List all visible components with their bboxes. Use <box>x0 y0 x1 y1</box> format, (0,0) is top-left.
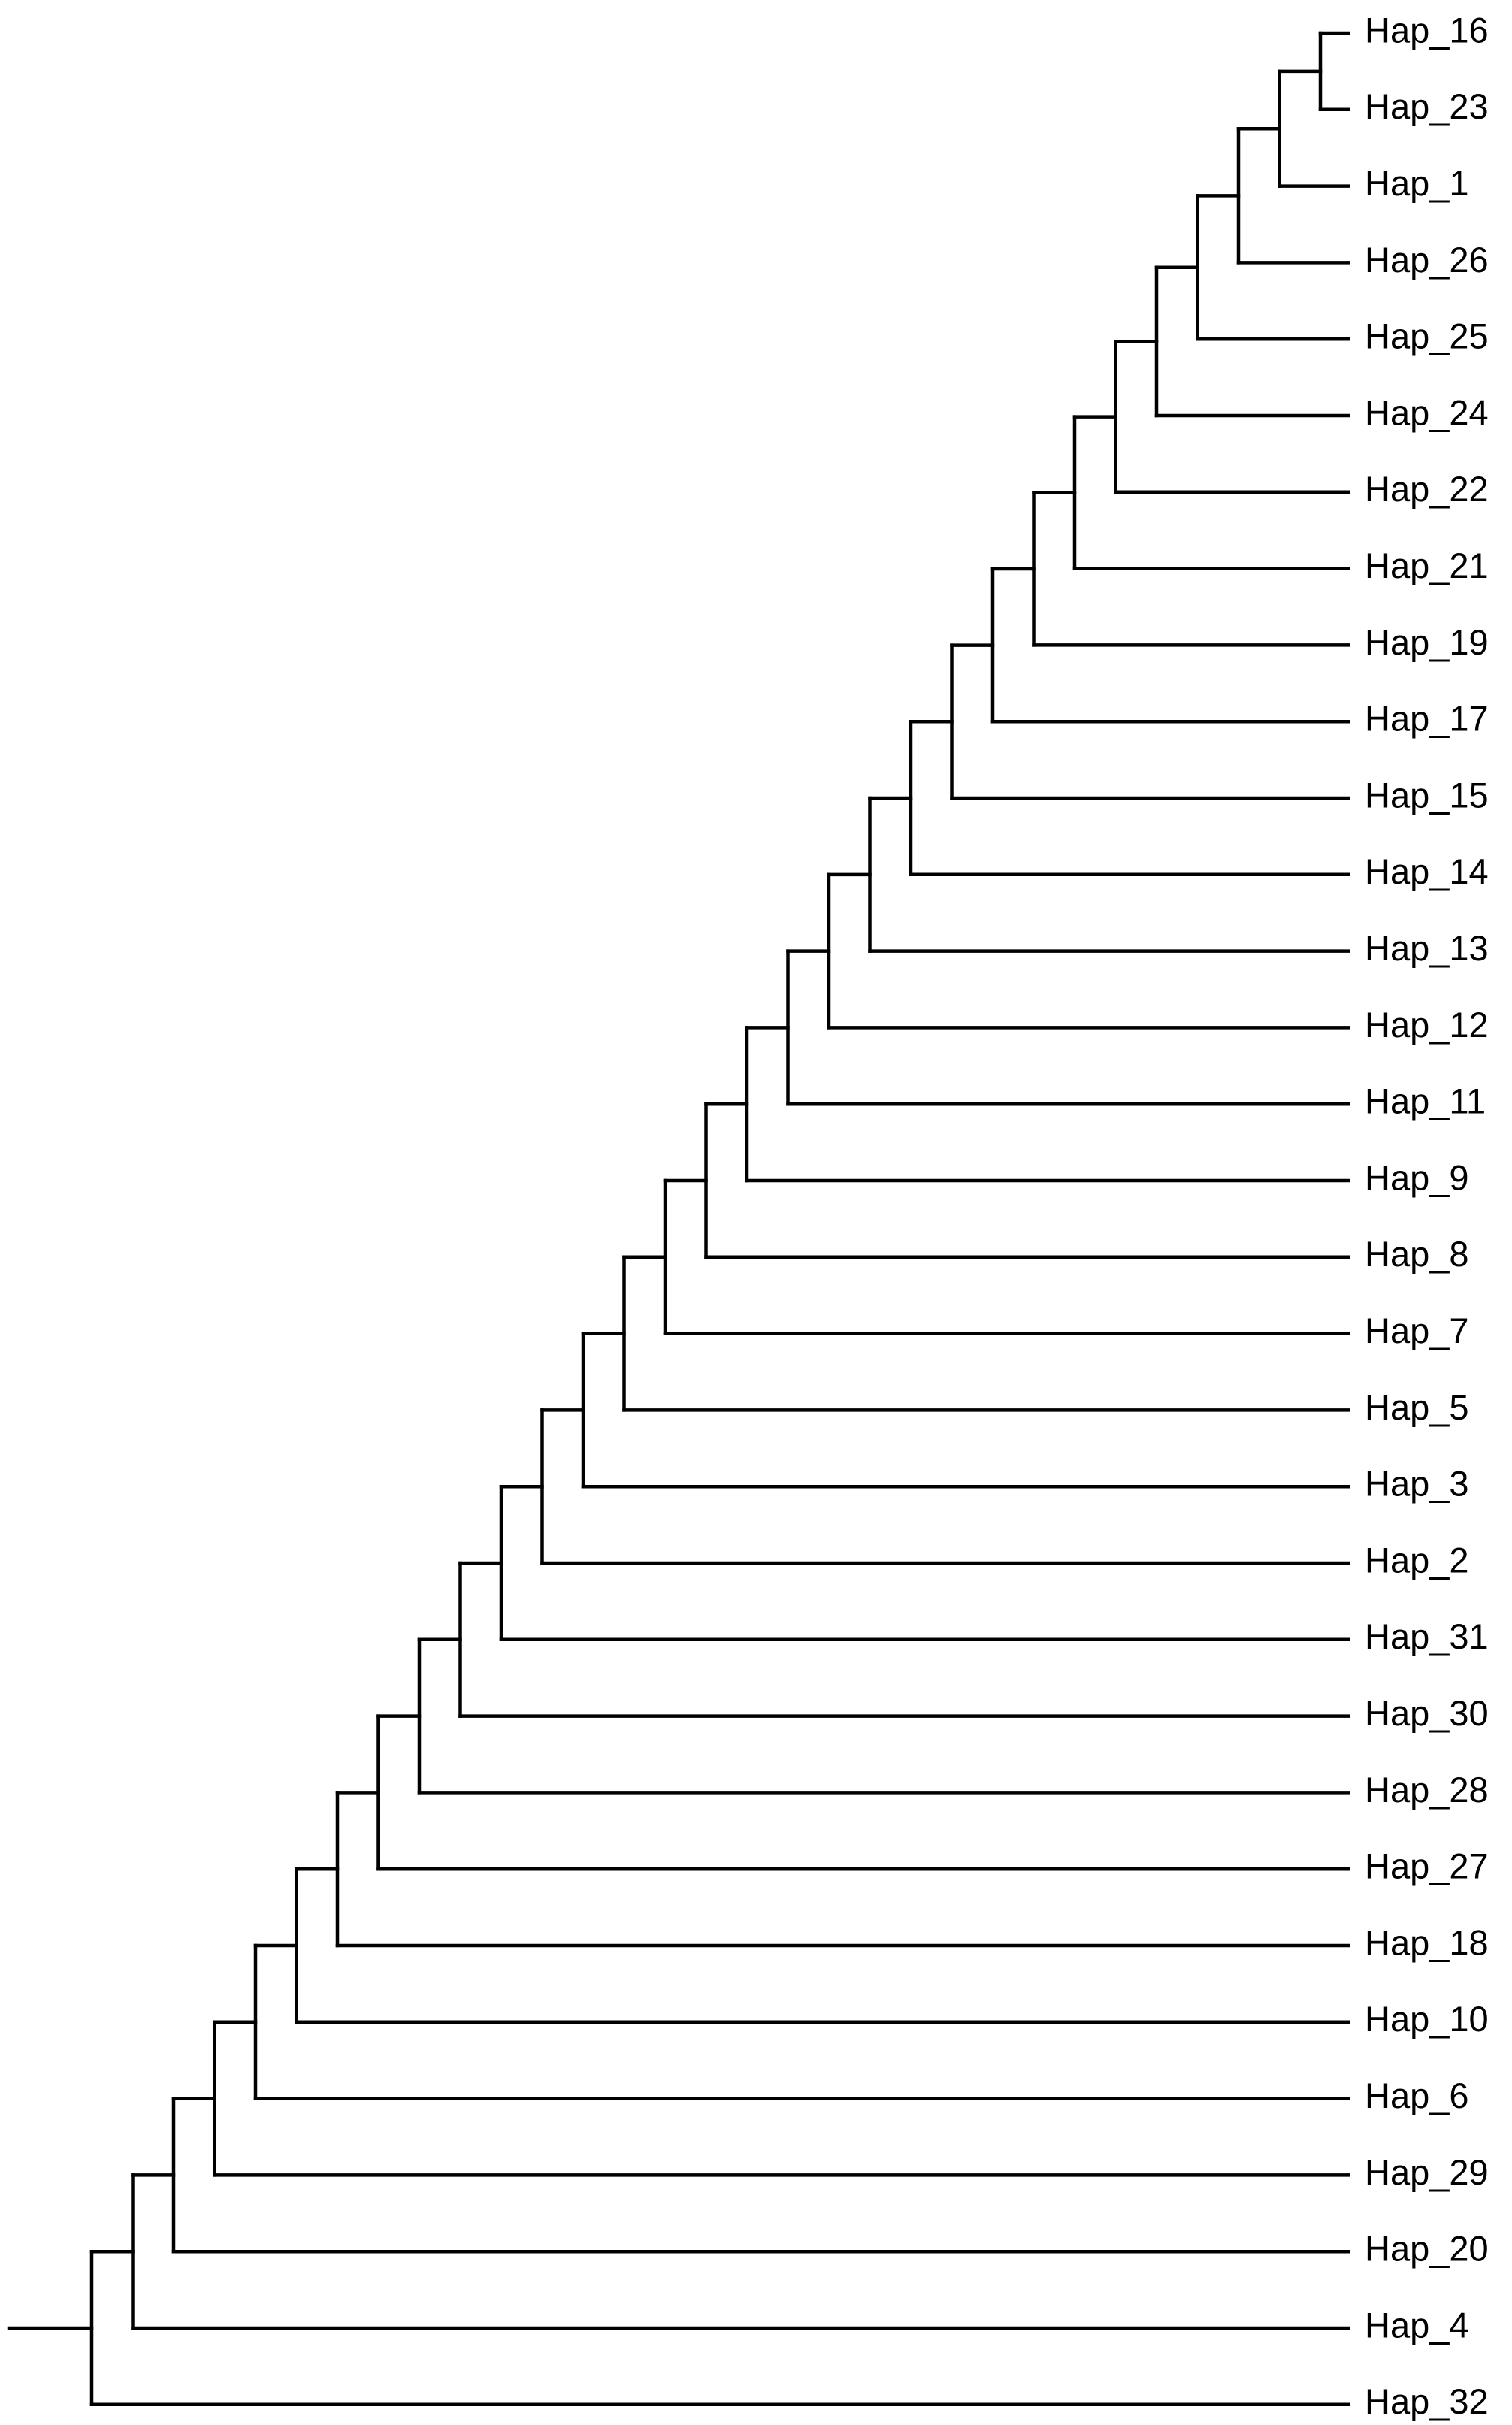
leaf-labels: Hap_16 Hap_23 Hap_1 Hap_26 Hap_25 Hap_24 Hap_2… <box>1365 10 1489 2421</box>
leaf-label: Hap_5 <box>1365 1387 1469 1427</box>
leaf-label: Hap_14 <box>1365 851 1489 891</box>
leaf-label: Hap_32 <box>1365 2381 1489 2421</box>
leaf-label: Hap_28 <box>1365 1770 1489 1810</box>
leaf-label: Hap_15 <box>1365 775 1489 815</box>
leaf-label: Hap_29 <box>1365 2152 1489 2192</box>
leaf-label: Hap_17 <box>1365 699 1489 739</box>
leaf-label: Hap_27 <box>1365 1846 1489 1886</box>
leaf-label: Hap_26 <box>1365 240 1489 280</box>
leaf-label: Hap_10 <box>1365 1999 1489 2039</box>
leaf-label: Hap_16 <box>1365 10 1489 50</box>
leaf-label: Hap_11 <box>1365 1081 1486 1121</box>
leaf-label: Hap_7 <box>1365 1311 1469 1350</box>
leaf-label: Hap_9 <box>1365 1157 1469 1197</box>
leaf-label: Hap_22 <box>1365 469 1489 509</box>
leaf-label: Hap_6 <box>1365 2076 1469 2115</box>
leaf-label: Hap_12 <box>1365 1005 1489 1045</box>
leaf-label: Hap_23 <box>1365 86 1489 126</box>
tree-branches <box>7 31 1350 2407</box>
leaf-label: Hap_31 <box>1365 1616 1489 1656</box>
leaf-label: Hap_25 <box>1365 316 1489 356</box>
leaf-label: Hap_1 <box>1365 163 1469 203</box>
leaf-label: Hap_18 <box>1365 1922 1489 1962</box>
leaf-label: Hap_8 <box>1365 1234 1469 1274</box>
leaf-label: Hap_20 <box>1365 2229 1489 2269</box>
leaf-label: Hap_21 <box>1365 546 1489 585</box>
leaf-label: Hap_13 <box>1365 928 1489 968</box>
leaf-label: Hap_4 <box>1365 2305 1469 2345</box>
leaf-label: Hap_30 <box>1365 1693 1489 1733</box>
leaf-label: Hap_2 <box>1365 1540 1469 1580</box>
leaf-label: Hap_3 <box>1365 1464 1469 1504</box>
leaf-label: Hap_24 <box>1365 392 1489 432</box>
leaf-label: Hap_19 <box>1365 622 1489 662</box>
